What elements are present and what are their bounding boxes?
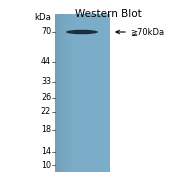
Text: 33: 33 — [41, 78, 51, 87]
Text: 70: 70 — [41, 28, 51, 37]
Text: 18: 18 — [41, 125, 51, 134]
Text: ≩70kDa: ≩70kDa — [130, 28, 164, 37]
Text: 44: 44 — [41, 57, 51, 66]
Bar — [107, 14, 108, 172]
Bar — [87, 14, 88, 172]
Bar — [68, 14, 69, 172]
Bar — [75, 14, 76, 172]
Bar — [59, 14, 60, 172]
Text: kDa: kDa — [34, 12, 51, 21]
Bar — [74, 14, 75, 172]
Bar — [73, 14, 74, 172]
Bar — [103, 14, 104, 172]
Text: Western Blot: Western Blot — [75, 9, 141, 19]
Bar — [81, 14, 82, 172]
Bar — [84, 14, 85, 172]
Bar — [97, 14, 98, 172]
Bar — [85, 14, 86, 172]
Ellipse shape — [66, 30, 98, 34]
Bar — [80, 14, 81, 172]
Bar — [78, 14, 79, 172]
Bar — [91, 14, 92, 172]
Bar — [57, 14, 58, 172]
Bar — [77, 14, 78, 172]
Bar — [61, 14, 62, 172]
Bar — [101, 14, 102, 172]
Bar — [69, 14, 70, 172]
Bar — [63, 14, 64, 172]
Text: 10: 10 — [41, 161, 51, 170]
Text: 22: 22 — [41, 107, 51, 116]
Bar — [95, 14, 96, 172]
Bar — [60, 14, 61, 172]
Bar — [56, 14, 57, 172]
Bar — [88, 14, 89, 172]
Bar — [93, 14, 94, 172]
Bar — [94, 14, 95, 172]
Bar — [105, 14, 106, 172]
Text: 26: 26 — [41, 93, 51, 102]
Bar — [79, 14, 80, 172]
Bar — [92, 14, 93, 172]
Bar — [65, 14, 66, 172]
Bar — [86, 14, 87, 172]
Bar — [55, 14, 56, 172]
Bar — [66, 14, 67, 172]
Bar — [55, 14, 110, 172]
Bar — [96, 14, 97, 172]
Bar — [76, 14, 77, 172]
Bar — [100, 14, 101, 172]
Bar — [71, 14, 72, 172]
Bar — [70, 14, 71, 172]
Bar — [62, 14, 63, 172]
Bar — [106, 14, 107, 172]
Bar — [72, 14, 73, 172]
Bar — [98, 14, 99, 172]
Bar — [108, 14, 109, 172]
Bar — [102, 14, 103, 172]
Bar — [64, 14, 65, 172]
Bar — [82, 14, 83, 172]
Bar — [109, 14, 110, 172]
Text: 14: 14 — [41, 147, 51, 156]
Bar — [103, 14, 105, 172]
Bar — [90, 14, 91, 172]
Bar — [99, 14, 100, 172]
Bar — [58, 14, 59, 172]
Bar — [83, 14, 84, 172]
Bar — [89, 14, 90, 172]
Bar — [67, 14, 68, 172]
